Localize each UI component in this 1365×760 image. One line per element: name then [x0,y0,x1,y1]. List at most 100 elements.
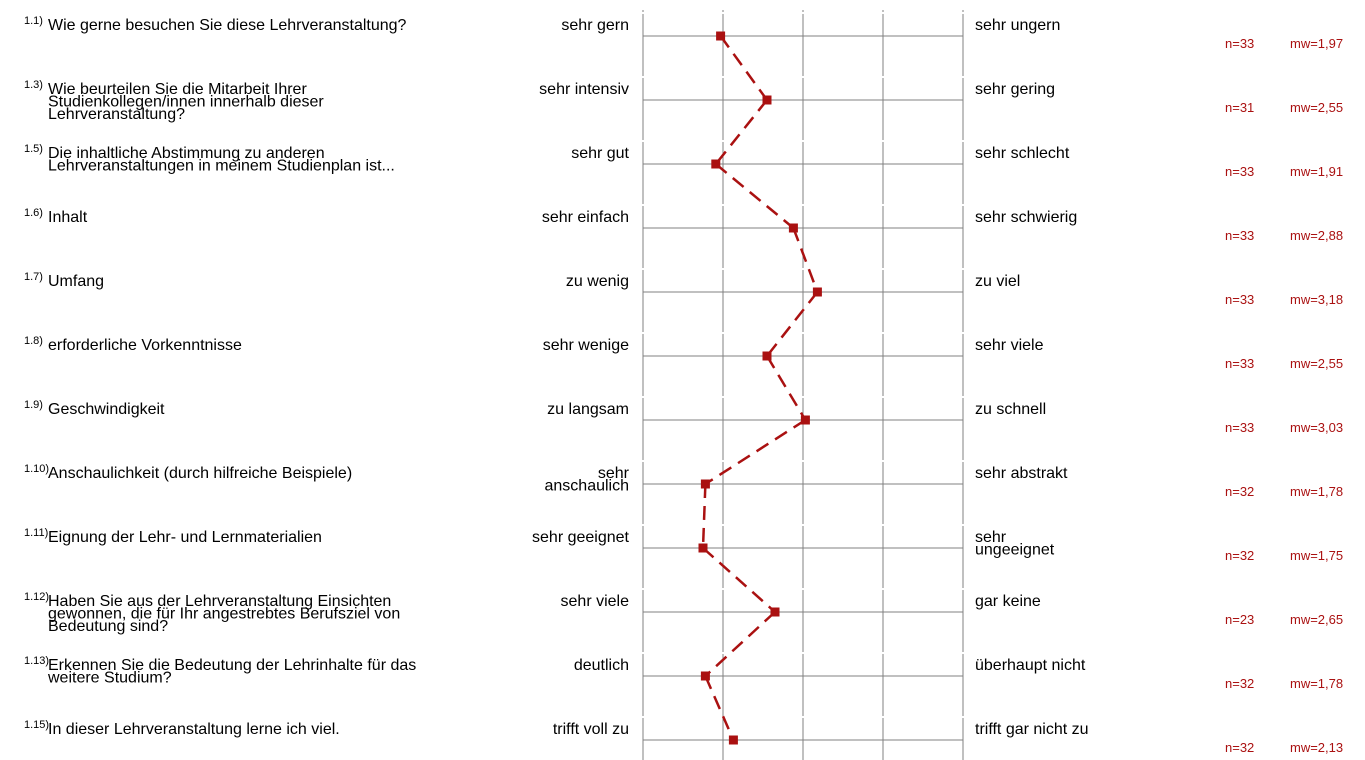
mean-marker [770,607,780,617]
left-anchor-label: trifft voll zu [553,721,629,738]
question-text-line: Lehrveranstaltung? [48,106,185,123]
left-anchor-label: sehr viele [561,593,630,610]
mean-value: mw=3,18 [1290,292,1343,307]
mean-marker [700,479,710,489]
respondent-count: n=33 [1225,36,1254,51]
item-labels: 1.1) Wie gerne besuchen Sie diese Lehrver… [24,15,1343,755]
profile-segment [704,675,735,741]
right-anchor-label: sehr ungern [975,17,1060,34]
mean-value: mw=1,75 [1290,548,1343,563]
right-anchor-label-line: trifft gar nicht zu [975,721,1089,738]
mean-value: mw=3,03 [1290,420,1343,435]
mean-value: mw=2,13 [1290,740,1343,755]
right-anchor-label-line: gar keine [975,593,1041,610]
right-anchor-label: gar keine [975,593,1041,610]
item-number: 1.11) [24,527,48,539]
left-anchor-label: sehr geeignet [532,529,630,546]
profile-segment [714,99,768,165]
right-anchor-label-line: sehr ungern [975,17,1060,34]
respondent-count: n=32 [1225,676,1254,691]
mean-value: mw=1,91 [1290,164,1343,179]
question-text: Erkennen Sie die Bedeutung der Lehrinhal… [47,657,416,687]
profile-segment [701,483,707,549]
left-anchor-label-line: deutlich [574,657,629,674]
question-text-line: Geschwindigkeit [48,401,165,418]
item-number: 1.3) [24,79,43,91]
left-anchor-label-line: sehr geeignet [532,529,630,546]
question-text-line: Anschaulichkeit (durch hilfreiche Beispi… [48,465,352,482]
left-anchor-label: sehr einfach [542,209,629,226]
respondent-count: n=32 [1225,484,1254,499]
right-anchor-label-line: sehr schlecht [975,145,1070,162]
mean-marker [698,543,708,553]
question-text-line: In dieser Lehrveranstaltung lerne ich vi… [48,721,340,738]
item-number: 1.5) [24,143,43,155]
right-anchor-label: sehr viele [975,337,1044,354]
right-anchor-label: sehr schlecht [975,145,1070,162]
profile-segment [715,163,795,229]
profile-segment [765,355,807,421]
item-number: 1.6) [24,207,43,219]
right-anchor-label: sehr gering [975,81,1055,98]
question-text-line: Haben Sie aus der Lehrveranstaltung Eins… [48,593,391,610]
right-anchor-label-line: ungeeignet [975,542,1055,559]
respondent-count: n=32 [1225,740,1254,755]
question-text: Umfang [48,273,104,290]
item-number: 1.9) [24,399,43,411]
left-anchor-label-line: zu wenig [566,273,629,290]
question-text-line: Wie beurteilen Sie die Mitarbeit Ihrer [48,81,307,98]
question-text-line: Bedeutung sind? [48,618,168,635]
question-text: Anschaulichkeit (durch hilfreiche Beispi… [48,465,352,482]
left-anchor-label-line: anschaulich [545,478,630,495]
right-anchor-label: zu viel [975,273,1020,290]
item-number: 1.15) [24,719,49,731]
left-anchor-label-line: zu langsam [547,401,629,418]
right-anchor-label-line: sehr abstrakt [975,465,1068,482]
right-anchor-label: sehr ungeeignet [975,529,1055,559]
mean-marker [788,223,798,233]
scale-grid [642,10,964,760]
mean-marker [716,31,726,41]
question-text-line: Eignung der Lehr- und Lernmaterialien [48,529,322,546]
profile-segment [792,227,819,293]
question-text-line: gewonnen, die für Ihr angestrebtes Beruf… [48,606,400,623]
profile-segment [704,611,776,677]
mean-value: mw=1,78 [1290,484,1343,499]
left-anchor-label-line: sehr einfach [542,209,629,226]
item-number: 1.12) [24,591,49,603]
mean-value: mw=1,78 [1290,676,1343,691]
left-anchor-label-line: sehr gern [561,17,629,34]
mean-marker [812,287,822,297]
question-text: In dieser Lehrveranstaltung lerne ich vi… [48,721,340,738]
mean-marker [728,735,738,745]
question-text: Wie gerne besuchen Sie diese Lehrveranst… [48,17,407,34]
left-anchor-label-line: sehr intensiv [539,81,629,98]
question-text-line: Die inhaltliche Abstimmung zu anderen [48,145,325,162]
question-text-line: Lehrveranstaltungen in meinem Studienpla… [48,158,395,175]
question-text: Haben Sie aus der Lehrveranstaltung Eins… [48,593,400,635]
profile-segment [766,291,819,357]
right-anchor-label: sehr abstrakt [975,465,1068,482]
left-anchor-label-line: sehr gut [571,145,629,162]
left-anchor-label: sehr wenige [543,337,629,354]
item-number: 1.1) [24,15,43,27]
left-anchor-label: zu wenig [566,273,629,290]
mean-value: mw=2,88 [1290,228,1343,243]
mean-value: mw=2,55 [1290,100,1343,115]
question-text-line: Studienkollegen/innen innerhalb dieser [48,94,324,111]
profile-segment [702,547,776,613]
right-anchor-label-line: sehr viele [975,337,1044,354]
right-anchor-label-line: sehr [975,529,1007,546]
question-text-line: Erkennen Sie die Bedeutung der Lehrinhal… [48,657,416,674]
left-anchor-label: sehr gut [571,145,629,162]
right-anchor-label-line: zu viel [975,273,1020,290]
right-anchor-label-line: zu schnell [975,401,1046,418]
item-number: 1.13) [24,655,49,667]
mean-marker [711,159,721,169]
mean-value: mw=2,65 [1290,612,1343,627]
mean-marker [762,95,772,105]
item-number: 1.7) [24,271,43,283]
respondent-count: n=33 [1225,164,1254,179]
question-text-line: Wie gerne besuchen Sie diese Lehrveranst… [48,17,407,34]
